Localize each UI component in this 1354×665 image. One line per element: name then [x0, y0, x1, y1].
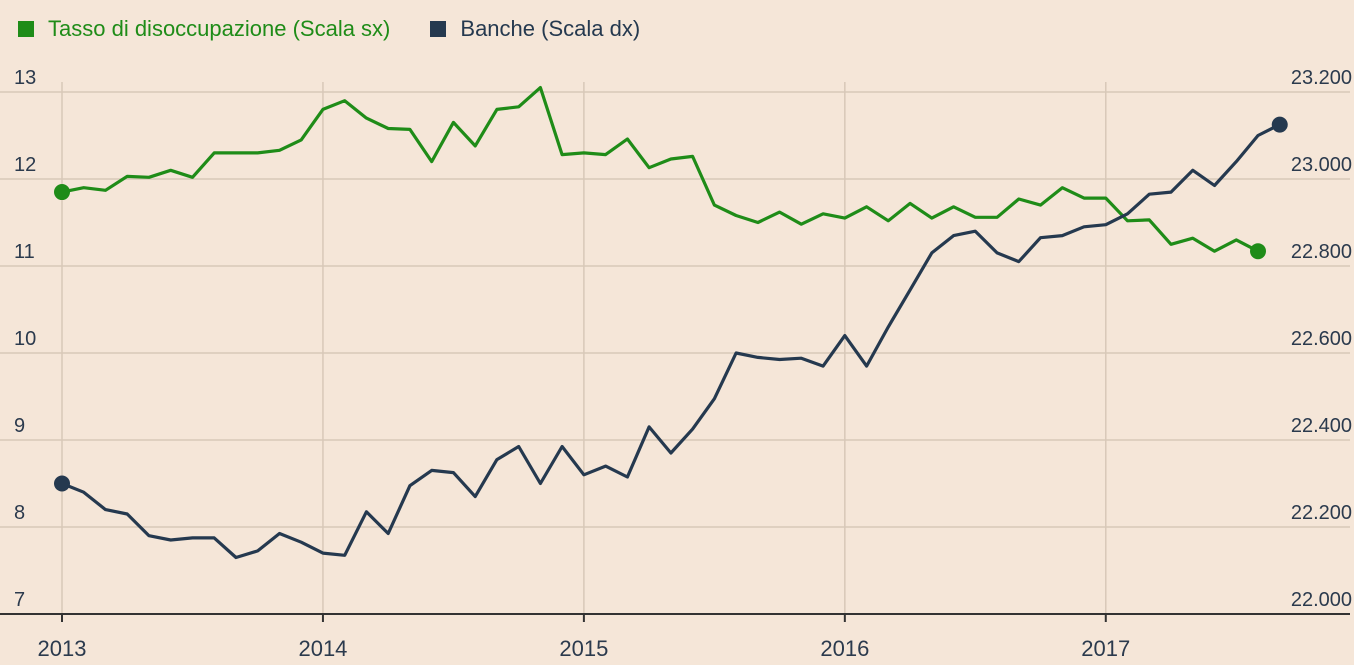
y-right-tick-label: 23.200 — [1291, 67, 1352, 89]
legend: Tasso di disoccupazione (Scala sx) Banch… — [18, 16, 640, 42]
x-tick-label: 2015 — [559, 636, 608, 661]
y-axis-left: 7 8 9 10 11 12 13 — [14, 67, 36, 611]
series-endpoint-banks — [1271, 116, 1288, 133]
grid-lines — [0, 82, 1350, 614]
y-left-tick-label: 11 — [14, 241, 35, 263]
legend-item-banks[interactable]: Banche (Scala dx) — [430, 16, 640, 42]
series-endpoint-unemployment — [1250, 243, 1266, 260]
y-right-tick-label: 23.000 — [1291, 154, 1352, 176]
y-left-tick-label: 13 — [14, 67, 36, 89]
x-axis: 2013 2014 2015 2016 2017 — [0, 613, 1350, 661]
series-endpoint-unemployment — [54, 184, 70, 201]
series-line-banks — [61, 123, 1281, 560]
y-right-tick-label: 22.000 — [1291, 589, 1352, 611]
series-group — [54, 85, 1288, 560]
y-right-tick-label: 22.200 — [1291, 502, 1352, 524]
x-tick-label: 2013 — [38, 636, 87, 661]
y-left-tick-label: 7 — [14, 589, 25, 611]
y-left-tick-label: 8 — [14, 502, 25, 524]
y-left-tick-label: 12 — [14, 154, 36, 176]
series-line-unemployment — [61, 85, 1259, 253]
series-endpoint-banks — [54, 475, 70, 492]
y-axis-right: 22.000 22.200 22.400 22.600 22.800 23.000 23.2… — [1291, 67, 1352, 611]
x-tick-label: 2017 — [1081, 636, 1130, 661]
legend-item-unemployment[interactable]: Tasso di disoccupazione (Scala sx) — [18, 16, 390, 42]
legend-swatch-green — [18, 21, 34, 37]
x-tick-label: 2016 — [820, 636, 869, 661]
y-right-tick-label: 22.400 — [1291, 415, 1352, 437]
legend-label-banks: Banche (Scala dx) — [460, 16, 641, 41]
legend-label-unemployment: Tasso di disoccupazione (Scala sx) — [48, 16, 391, 41]
y-right-tick-label: 22.800 — [1291, 241, 1352, 263]
legend-swatch-navy — [430, 21, 447, 37]
y-left-tick-label: 9 — [14, 415, 25, 437]
y-left-tick-label: 10 — [14, 328, 36, 350]
x-tick-label: 2014 — [298, 636, 347, 661]
y-right-tick-label: 22.600 — [1291, 328, 1352, 350]
